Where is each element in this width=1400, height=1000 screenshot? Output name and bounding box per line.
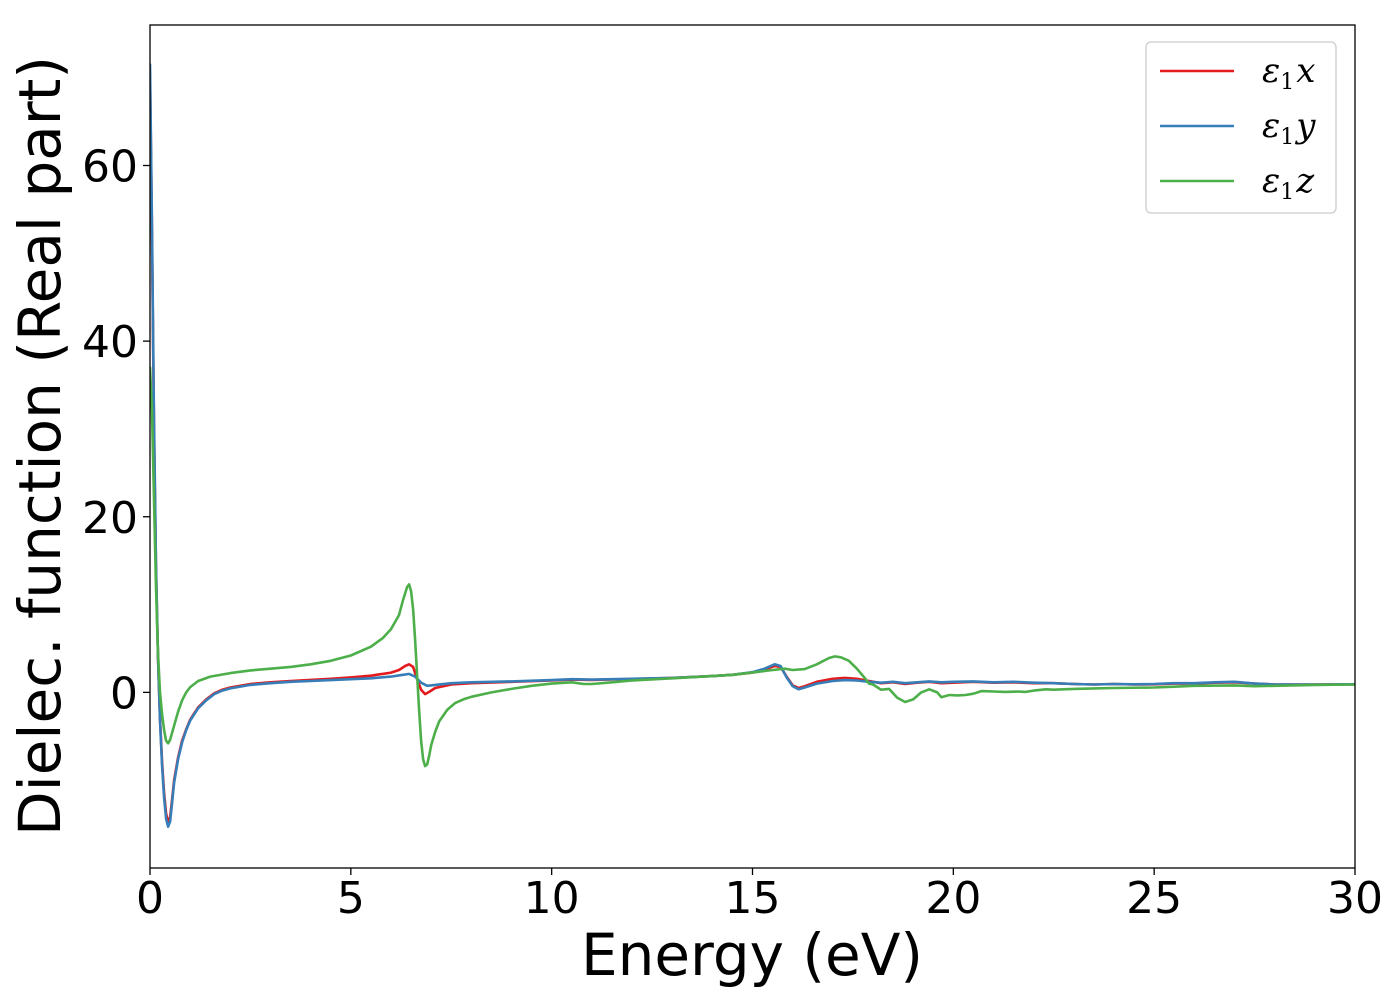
legend-label-sub: 1 [1280,180,1294,205]
legend-label-comp: z [1295,161,1315,201]
legend-label-x: ε1x [1262,51,1315,95]
legend-label-y: ε1y [1262,106,1316,150]
x-axis-title: Energy (eV) [581,921,923,989]
x-tick-label: 25 [1126,873,1182,924]
legend-label-comp: x [1296,51,1315,91]
legend-label-base: ε [1262,161,1280,201]
x-tick-label: 15 [725,873,781,924]
x-tick-label: 5 [337,873,365,924]
y-tick-label: 40 [82,317,138,368]
legend-label-sub: 1 [1280,70,1294,95]
series-layer [150,63,1355,828]
series-line-z [150,366,1355,768]
y-axis: 0 20 40 60 [82,142,150,719]
legend-box [1145,41,1337,214]
y-tick-label: 20 [82,493,138,544]
series-line-y [150,63,1355,828]
y-tick-label: 0 [110,668,138,719]
x-tick-label: 0 [136,873,164,924]
legend-label-z: ε1z [1262,161,1315,205]
x-tick-label: 30 [1327,873,1383,924]
legend-label-sub: 1 [1280,125,1294,150]
x-tick-label: 10 [524,873,580,924]
x-axis: 0 5 10 15 20 25 30 [136,868,1383,924]
legend-label-base: ε [1262,106,1280,146]
y-tick-label: 60 [82,142,138,193]
legend-label-comp: y [1294,106,1316,146]
y-axis-title: Dielec. function (Real part) [6,56,74,836]
legend-label-base: ε [1262,51,1280,91]
x-tick-label: 20 [925,873,981,924]
